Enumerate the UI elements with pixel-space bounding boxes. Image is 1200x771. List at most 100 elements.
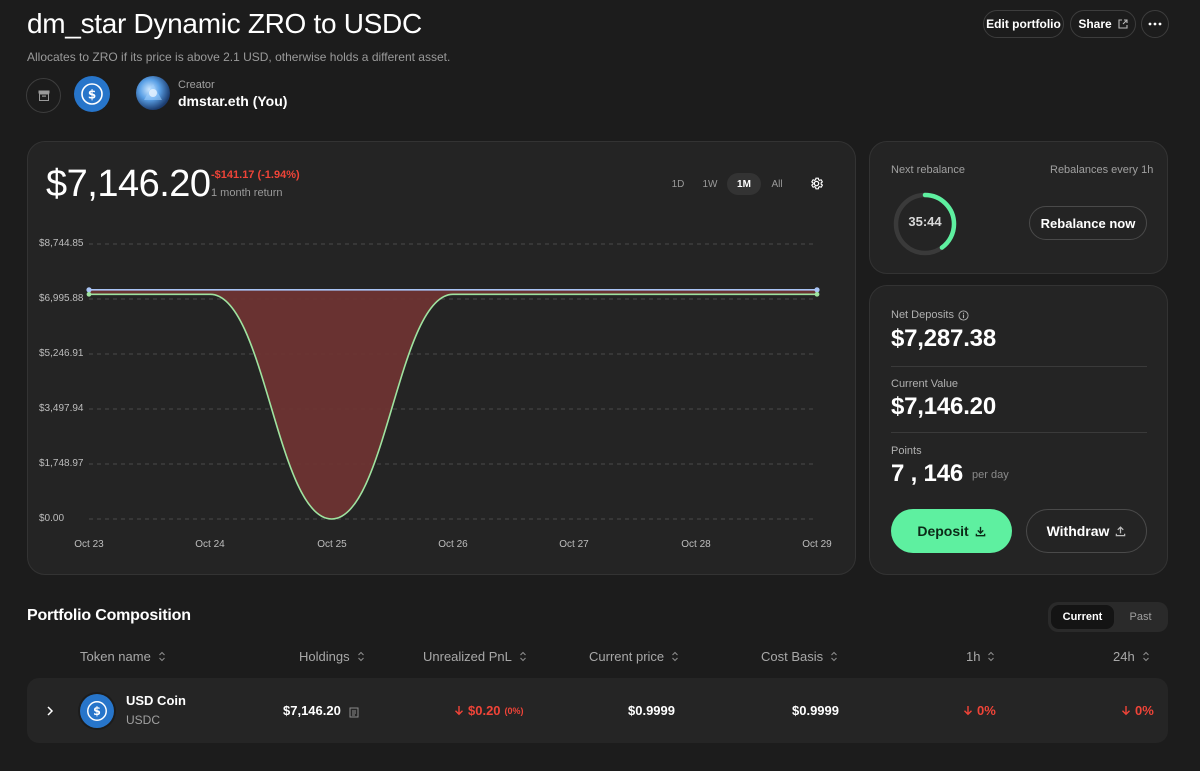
column-header-label: Current price <box>589 649 665 664</box>
column-header-1h[interactable]: 1h <box>966 649 995 664</box>
change-1h-value: 0% <box>977 703 996 718</box>
token-name: USD Coin <box>126 693 186 708</box>
tab-current[interactable]: Current <box>1051 605 1114 629</box>
column-header-label: Holdings <box>299 649 350 664</box>
table-row[interactable] <box>27 678 1168 743</box>
range-tab-1m[interactable]: 1M <box>727 173 761 195</box>
cost-basis: $0.9999 <box>792 703 839 718</box>
column-header-token[interactable]: Token name <box>80 649 166 664</box>
sort-icon <box>1142 651 1149 662</box>
current-value-point <box>814 291 820 297</box>
net-deposits-point <box>86 287 92 293</box>
change-24h-value: 0% <box>1135 703 1154 718</box>
rebalance-timer: 35:44 <box>908 214 942 229</box>
archive-icon <box>38 90 49 101</box>
x-tick-label: Oct 26 <box>438 539 468 550</box>
range-tab-all[interactable]: All <box>771 178 783 190</box>
pnl-value: $0.20 <box>468 703 501 718</box>
column-header-label: 24h <box>1113 649 1135 664</box>
more-options-button[interactable] <box>1141 10 1169 38</box>
column-header-label: Cost Basis <box>761 649 824 664</box>
column-header-label: Token name <box>80 649 151 664</box>
x-tick-label: Oct 27 <box>559 539 589 550</box>
token-symbol: USDC <box>126 713 161 727</box>
rebalance-timer-ring <box>893 192 957 256</box>
deposit-button[interactable]: Deposit <box>891 509 1012 553</box>
x-tick-label: Oct 23 <box>74 539 104 550</box>
column-header-holdings[interactable]: Holdings <box>299 649 365 664</box>
expand-row-button[interactable] <box>45 704 55 716</box>
x-tick-label: Oct 25 <box>317 539 347 550</box>
current-price: $0.9999 <box>628 703 675 718</box>
current-value-value: $7,146.20 <box>891 393 996 420</box>
creator-label: Creator <box>178 79 215 91</box>
sort-icon <box>357 651 364 662</box>
column-header-24h[interactable]: 24h <box>1113 649 1150 664</box>
archive-button[interactable] <box>26 78 61 113</box>
ledger-icon <box>349 707 359 718</box>
divider <box>891 366 1147 367</box>
sort-icon <box>988 651 995 662</box>
withdraw-button[interactable]: Withdraw <box>1026 509 1147 553</box>
points-label: Points <box>891 445 922 457</box>
edit-portfolio-label: Edit portfolio <box>986 17 1061 31</box>
external-link-icon <box>1118 19 1128 29</box>
page-title: dm_star Dynamic ZRO to USDC <box>27 8 422 39</box>
y-tick-label: $1,748.97 <box>39 458 84 469</box>
x-tick-label: Oct 28 <box>681 539 711 550</box>
x-tick-label: Oct 29 <box>802 539 832 550</box>
chart-card <box>27 141 856 575</box>
range-tab-1w[interactable]: 1W <box>702 178 718 190</box>
loss-area <box>89 289 817 519</box>
more-icon <box>1148 22 1162 26</box>
x-tick-label: Oct 24 <box>195 539 225 550</box>
net-deposits-point <box>814 287 820 293</box>
tab-past[interactable]: Past <box>1129 611 1152 623</box>
net-deposits-label-text: Net Deposits <box>891 309 954 321</box>
column-header-label: Unrealized PnL <box>423 649 512 664</box>
y-tick-label: $0.00 <box>39 513 65 524</box>
net-deposits-label: Net Deposits <box>891 309 969 321</box>
usdc-logo-icon: $ <box>74 76 110 112</box>
upload-icon <box>1116 525 1126 536</box>
arrow-down-icon <box>1122 706 1130 716</box>
change-24h: 0% <box>1121 703 1154 718</box>
sort-icon <box>520 651 526 662</box>
usdc-logo-icon: $ <box>80 694 114 728</box>
page-subtitle: Allocates to ZRO if its price is above 2… <box>27 50 451 64</box>
svg-text:$: $ <box>93 705 101 718</box>
chevron-right-icon <box>47 706 54 716</box>
points-unit: per day <box>972 469 1009 481</box>
share-button[interactable]: Share <box>1070 10 1136 38</box>
return-period: 1 month return <box>211 187 283 199</box>
portfolio-value: $7,146.20 <box>46 163 211 205</box>
composition-title: Portfolio Composition <box>27 607 191 624</box>
y-tick-label: $3,497.94 <box>39 403 84 414</box>
chart-settings-button[interactable] <box>809 176 824 191</box>
change-1h: 0% <box>963 703 996 718</box>
edit-portfolio-button[interactable]: Edit portfolio <box>983 10 1064 38</box>
column-header-pnl[interactable]: Unrealized PnL <box>423 649 527 664</box>
column-header-cost-basis[interactable]: Cost Basis <box>761 649 838 664</box>
current-value-label: Current Value <box>891 378 959 390</box>
arrow-down-icon <box>455 706 463 716</box>
next-rebalance-label: Next rebalance <box>891 164 965 176</box>
info-icon[interactable] <box>958 309 969 321</box>
range-tab-1d[interactable]: 1D <box>671 178 685 190</box>
net-deposits-value: $7,287.38 <box>891 325 996 352</box>
sort-icon <box>831 651 838 662</box>
holdings-detail-button[interactable] <box>349 705 359 718</box>
column-header-price[interactable]: Current price <box>589 649 679 664</box>
arrow-down-icon <box>964 706 972 716</box>
download-icon <box>975 526 985 536</box>
sort-icon <box>158 651 165 662</box>
sort-icon <box>672 651 679 662</box>
current-value-point <box>86 291 92 297</box>
holdings-value: $7,146.20 <box>283 703 341 718</box>
rebalance-now-button[interactable]: Rebalance now <box>1029 206 1147 240</box>
gear-icon <box>811 177 823 190</box>
creator-name[interactable]: dmstar.eth (You) <box>178 93 288 109</box>
column-header-label: 1h <box>966 649 981 664</box>
y-tick-label: $6,995.88 <box>39 293 84 304</box>
